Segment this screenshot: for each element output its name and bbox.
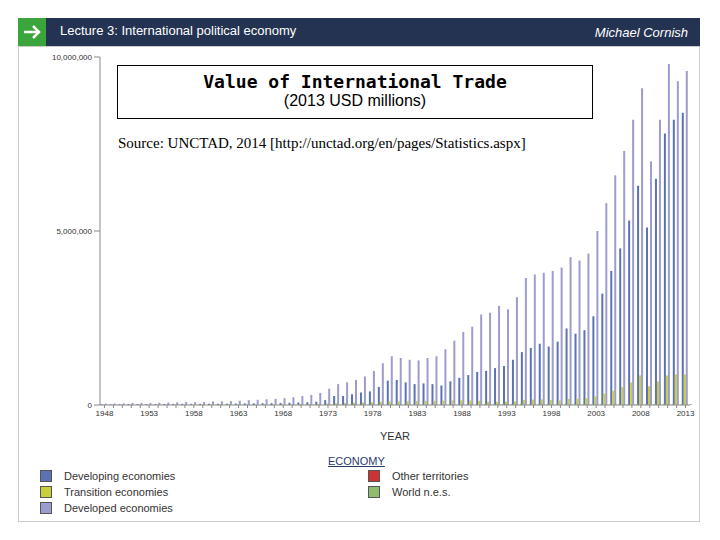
html-text:(2013 USD millions): (2013 USD millions): [283, 92, 427, 109]
svg-text:1958: 1958: [185, 409, 203, 418]
svg-text:1948: 1948: [96, 409, 114, 418]
svg-text:1968: 1968: [274, 409, 292, 418]
svg-text:1993: 1993: [498, 409, 516, 418]
svg-text:1963: 1963: [230, 409, 248, 418]
svg-text:2003: 2003: [587, 409, 605, 418]
html-text:Source: UNCTAD, 2014 [http://u: Source: UNCTAD, 2014 [http://unctad.org/…: [118, 135, 526, 151]
html-text:Developing economies: Developing economies: [64, 470, 176, 482]
html-text:World n.e.s.: World n.e.s.: [392, 486, 451, 498]
svg-text:1988: 1988: [453, 409, 471, 418]
html-text:YEAR: YEAR: [380, 430, 410, 442]
svg-text:1978: 1978: [364, 409, 382, 418]
svg-text:0: 0: [88, 401, 93, 410]
svg-text:1983: 1983: [408, 409, 426, 418]
svg-text:2013: 2013: [677, 409, 695, 418]
html-text:Transition economies: Transition economies: [64, 486, 169, 498]
svg-text:5,000,000: 5,000,000: [56, 227, 92, 236]
html-text:Developed economies: Developed economies: [64, 502, 173, 514]
html-text:Other territories: Other territories: [392, 470, 469, 482]
svg-text:1973: 1973: [319, 409, 337, 418]
html-text:Lecture 3: International polit: Lecture 3: International political econo…: [60, 23, 297, 38]
svg-text:1953: 1953: [140, 409, 158, 418]
html-text:Value of International Trade: Value of International Trade: [203, 71, 507, 92]
svg-text:1998: 1998: [543, 409, 561, 418]
html-text:Michael Cornish: Michael Cornish: [594, 25, 688, 40]
html-text:ECONOMY: ECONOMY: [328, 455, 385, 467]
svg-text:10,000,000: 10,000,000: [52, 53, 93, 62]
svg-text:2008: 2008: [632, 409, 650, 418]
